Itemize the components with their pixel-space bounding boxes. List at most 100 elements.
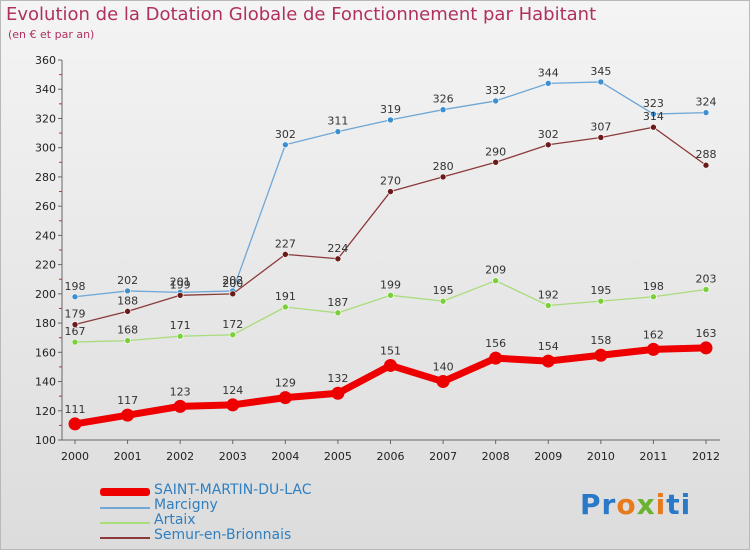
data-point-artaix — [702, 286, 710, 293]
data-label-artaix: 195 — [590, 284, 611, 297]
data-point-semur-en-brionnais — [176, 292, 184, 299]
legend-swatch-saint-martin-du-lac — [100, 488, 150, 496]
x-tick-label: 2002 — [166, 450, 194, 463]
data-point-semur-en-brionnais — [229, 290, 237, 298]
data-label-saint-martin-du-lac: 132 — [327, 372, 348, 385]
data-label-saint-martin-du-lac: 111 — [65, 403, 86, 416]
legend-label-semur-en-brionnais: Semur-en-Brionnais — [154, 527, 292, 543]
y-tick-label: 100 — [35, 434, 56, 447]
data-label-semur-en-brionnais: 188 — [117, 294, 138, 307]
legend-swatch-marcigny — [100, 507, 150, 509]
data-point-saint-martin-du-lac — [489, 351, 503, 365]
y-tick-label: 220 — [35, 259, 56, 272]
data-label-semur-en-brionnais: 280 — [433, 160, 454, 173]
data-point-semur-en-brionnais — [387, 188, 394, 195]
legend-swatch-artaix — [100, 522, 150, 524]
x-tick-label: 2012 — [692, 450, 720, 463]
data-point-saint-martin-du-lac — [331, 386, 345, 400]
data-point-artaix — [439, 297, 447, 305]
data-label-artaix: 203 — [696, 272, 717, 285]
data-label-marcigny: 323 — [643, 97, 664, 110]
y-tick-label: 120 — [35, 405, 56, 418]
x-tick-label: 2004 — [271, 450, 299, 463]
data-point-saint-martin-du-lac — [173, 399, 187, 413]
data-label-marcigny: 202 — [222, 274, 243, 287]
data-label-semur-en-brionnais: 199 — [170, 278, 191, 291]
data-point-semur-en-brionnais — [439, 173, 447, 181]
data-point-artaix — [282, 303, 289, 311]
data-label-artaix: 198 — [643, 280, 664, 293]
legend-label-marcigny: Marcigny — [154, 497, 218, 513]
y-tick-label: 200 — [35, 288, 56, 301]
data-point-semur-en-brionnais — [71, 321, 79, 328]
data-label-semur-en-brionnais: 290 — [485, 145, 506, 158]
x-tick-label: 2007 — [429, 450, 457, 463]
data-point-semur-en-brionnais — [124, 308, 131, 315]
data-label-artaix: 187 — [327, 296, 348, 309]
data-point-marcigny — [492, 97, 499, 105]
data-label-artaix: 172 — [222, 318, 243, 331]
y-tick-label: 320 — [35, 112, 56, 125]
y-tick-label: 260 — [35, 200, 56, 213]
y-tick-label: 240 — [35, 229, 56, 242]
data-label-semur-en-brionnais: 227 — [275, 237, 296, 250]
data-point-artaix — [71, 338, 79, 346]
data-point-saint-martin-du-lac — [384, 358, 397, 372]
data-point-marcigny — [71, 293, 79, 301]
data-label-semur-en-brionnais: 270 — [380, 175, 401, 188]
data-point-semur-en-brionnais — [544, 141, 552, 149]
data-label-saint-martin-du-lac: 154 — [538, 340, 559, 353]
data-label-marcigny: 311 — [327, 115, 348, 128]
data-point-marcigny — [439, 106, 447, 113]
data-point-semur-en-brionnais — [492, 159, 499, 166]
data-label-marcigny: 198 — [65, 280, 86, 293]
data-label-semur-en-brionnais: 224 — [327, 242, 348, 255]
data-label-marcigny: 326 — [433, 93, 454, 106]
data-label-artaix: 199 — [380, 278, 401, 291]
data-point-saint-martin-du-lac — [278, 391, 292, 405]
data-label-artaix: 167 — [65, 325, 86, 338]
data-point-artaix — [492, 277, 499, 284]
data-point-semur-en-brionnais — [702, 161, 710, 169]
y-tick-label: 340 — [35, 83, 56, 96]
data-point-artaix — [124, 337, 131, 344]
data-label-saint-martin-du-lac: 158 — [590, 334, 611, 347]
x-tick-label: 2010 — [587, 450, 615, 463]
data-point-marcigny — [387, 116, 394, 124]
y-tick-label: 180 — [35, 317, 56, 330]
legend-swatch-semur-en-brionnais — [100, 537, 150, 539]
proxiti-logo: Proxiti — [580, 488, 692, 521]
data-point-saint-martin-du-lac — [121, 408, 135, 422]
data-point-semur-en-brionnais — [650, 123, 657, 131]
data-point-marcigny — [702, 109, 710, 116]
data-point-semur-en-brionnais — [282, 251, 289, 258]
data-label-semur-en-brionnais: 288 — [696, 148, 717, 161]
x-tick-label: 2003 — [219, 450, 247, 463]
data-point-saint-martin-du-lac — [699, 341, 713, 355]
data-point-saint-martin-du-lac — [436, 375, 450, 389]
data-label-artaix: 192 — [538, 289, 559, 302]
data-label-marcigny: 302 — [275, 128, 296, 141]
chart-title: Evolution de la Dotation Globale de Fonc… — [6, 4, 597, 25]
x-tick-label: 2008 — [482, 450, 510, 463]
data-label-artaix: 195 — [433, 284, 454, 297]
x-tick-label: 2001 — [114, 450, 142, 463]
data-label-marcigny: 319 — [380, 103, 401, 116]
data-label-artaix: 168 — [117, 324, 138, 337]
data-label-semur-en-brionnais: 302 — [538, 128, 559, 141]
data-label-semur-en-brionnais: 307 — [590, 120, 611, 133]
data-label-saint-martin-du-lac: 156 — [485, 337, 506, 350]
x-tick-label: 2000 — [61, 450, 89, 463]
data-point-artaix — [176, 332, 184, 340]
data-label-saint-martin-du-lac: 140 — [433, 361, 454, 374]
data-label-artaix: 171 — [170, 319, 191, 332]
y-tick-label: 360 — [35, 54, 56, 67]
data-label-saint-martin-du-lac: 117 — [117, 394, 138, 407]
data-point-artaix — [650, 293, 657, 301]
data-label-marcigny: 324 — [696, 96, 717, 109]
x-tick-label: 2011 — [639, 450, 667, 463]
data-point-marcigny — [124, 287, 131, 295]
data-label-semur-en-brionnais: 179 — [65, 308, 86, 321]
data-label-semur-en-brionnais: 314 — [643, 110, 664, 123]
